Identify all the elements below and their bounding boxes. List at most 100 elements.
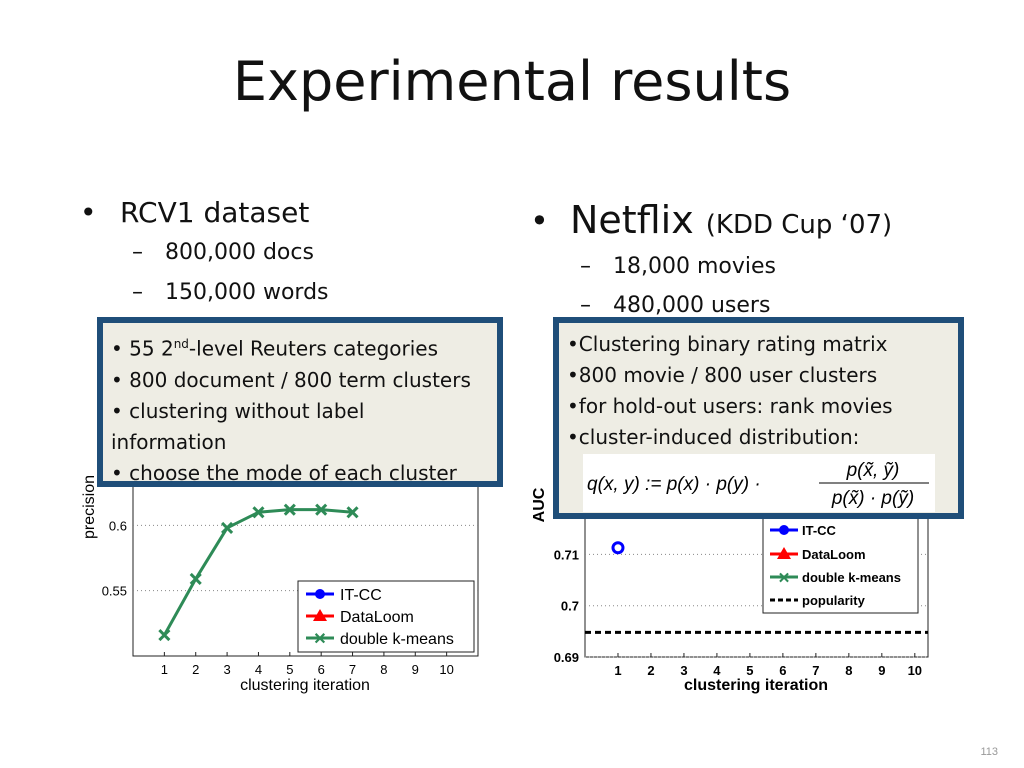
x-tick-label: 7 — [812, 663, 819, 678]
x-axis-label: clustering iteration — [240, 677, 370, 694]
y-axis-label: precision — [81, 475, 98, 539]
left-subbullet-text: 150,000 words — [165, 280, 329, 305]
callout-text: 800 document / 800 term clusters — [129, 367, 471, 392]
rcv1-callout: • 55 2nd-level Reuters categories • 800 … — [97, 317, 503, 487]
x-tick-label: 6 — [318, 662, 325, 677]
x-tick-label: 9 — [412, 662, 419, 677]
dkmeans-point — [189, 572, 202, 585]
point-stroke — [158, 629, 171, 642]
dkmeans-point — [315, 503, 328, 516]
callout-text: -level Reuters categories — [188, 336, 439, 361]
dkmeans-point — [252, 506, 265, 519]
dash: – — [580, 293, 591, 318]
formula-box: q(x, y) := p(x) · p(y) · p(x̃, ỹ) p(x̃) … — [583, 454, 935, 512]
callout-line: •for hold-out users: rank movies — [567, 394, 893, 418]
legend-dataloom-marker — [777, 547, 791, 559]
point-stroke — [346, 506, 359, 519]
legend-dkmeans-marker: ✕ — [313, 631, 326, 648]
legend-itcc-label: IT-CC — [802, 523, 837, 538]
ticks: 0.69 0.7 0.71 1 2 3 4 5 6 7 8 9 10 — [554, 547, 922, 678]
y-tick-label: 0.6 — [109, 518, 127, 533]
dkmeans-point — [283, 503, 296, 516]
bullet-dot: • — [530, 202, 549, 240]
x-tick-label: 1 — [161, 662, 168, 677]
x-tick-label: 8 — [380, 662, 387, 677]
bullet-dot: • — [80, 196, 97, 229]
callout-text: 800 movie / 800 user clusters — [578, 363, 878, 387]
x-tick-label: 4 — [255, 662, 262, 677]
callout-text: choose the mode of each cluster — [129, 460, 457, 485]
point-stroke — [252, 506, 265, 519]
dash: – — [132, 280, 143, 305]
x-tick-label: 8 — [845, 663, 852, 678]
legend-box — [762, 517, 919, 614]
y-tick-label: 0.69 — [554, 650, 579, 665]
left-subbullet-text: 800,000 docs — [165, 240, 314, 265]
dkmeans-point — [158, 629, 171, 642]
right-subbullet-text: 18,000 movies — [613, 254, 776, 279]
y-axis-label: AUC — [531, 487, 548, 522]
callout-line: • clustering without label information — [111, 398, 365, 454]
itcc-point — [611, 541, 625, 555]
x-tick-label: 5 — [746, 663, 753, 678]
callout-text: 55 2 — [129, 336, 174, 361]
x-tick-label: 2 — [647, 663, 654, 678]
ticks: 0.55 0.6 1 2 3 4 5 6 7 8 9 10 — [102, 518, 454, 677]
slide-title: Experimental results — [232, 50, 792, 113]
right-bullet-text: Netflix — [570, 198, 694, 242]
dash: – — [580, 254, 591, 279]
dkmeans-point — [346, 506, 359, 519]
formula-numerator: p(x̃, ỹ) — [846, 460, 900, 481]
legend-dkmeans-label: double k-means — [802, 570, 901, 585]
formula-denominator: p(x̃) · p(ỹ) — [831, 488, 914, 509]
y-tick-label: 0.7 — [561, 599, 579, 614]
dash: – — [132, 240, 143, 265]
legend-itcc-marker — [315, 589, 325, 599]
x-tick-label: 4 — [713, 663, 721, 678]
precision-chart: 0.550.61 2 3 4 5 6 7 8 9 10 clustering iteration … — [81, 459, 479, 694]
x-tick-label: 3 — [680, 663, 687, 678]
callout-text: for hold-out users: rank movies — [578, 394, 893, 418]
right-bullet-suffix: (KDD Cup ‘07) — [705, 210, 893, 240]
point-stroke — [315, 503, 328, 516]
legend-dataloom-marker — [313, 609, 327, 621]
left-bullet-text: RCV1 dataset — [120, 196, 310, 229]
dkmeans-point — [221, 521, 234, 535]
legend-dkmeans-marker: ✕ — [778, 570, 791, 587]
callout-line: •cluster-induced distribution: — [567, 425, 860, 449]
callout-line: • 55 2nd-level Reuters categories — [111, 336, 439, 361]
callout-line: • choose the mode of each cluster — [111, 460, 457, 485]
x-tick-label: 1 — [614, 663, 621, 678]
point-stroke — [221, 521, 234, 535]
x-tick-label: 7 — [349, 662, 356, 677]
callout-text: cluster-induced distribution: — [578, 425, 860, 449]
series — [585, 541, 928, 634]
x-tick-label: 6 — [779, 663, 786, 678]
x-tick-label: 9 — [878, 663, 885, 678]
x-tick-label: 10 — [908, 663, 922, 678]
x-tick-label: 2 — [192, 662, 199, 677]
legend: IT-CC DataLoom ✕ double k-means — [297, 580, 475, 653]
callout-line: •800 movie / 800 user clusters — [567, 363, 878, 387]
legend-popularity-label: popularity — [802, 593, 866, 608]
legend-dkmeans-label: double k-means — [340, 631, 454, 648]
x-tick-label: 3 — [223, 662, 230, 677]
x-axis-label: clustering iteration — [684, 677, 828, 694]
legend-itcc-marker — [779, 525, 789, 535]
y-tick-label: 0.71 — [554, 547, 579, 562]
y-tick-label: 0.55 — [102, 584, 127, 599]
right-subbullet-text: 480,000 users — [613, 293, 771, 318]
callout-text: clustering without label information — [111, 398, 365, 454]
x-tick-label: 10 — [439, 662, 453, 677]
page-number: 113 — [980, 746, 998, 758]
legend: IT-CC DataLoom ✕ double k-means populari… — [762, 517, 919, 614]
callout-line: • 800 document / 800 term clusters — [111, 367, 471, 392]
legend-dataloom-label: DataLoom — [802, 547, 866, 562]
point-stroke — [283, 503, 296, 516]
callout-line: •Clustering binary rating matrix — [567, 332, 888, 356]
netflix-callout: •Clustering binary rating matrix •800 mo… — [553, 317, 964, 519]
callout-superscript: nd — [173, 337, 189, 351]
x-tick-label: 5 — [286, 662, 293, 677]
legend-dataloom-label: DataLoom — [340, 609, 414, 626]
formula: q(x, y) := p(x) · p(y) · p(x̃, ỹ) p(x̃) … — [587, 460, 929, 509]
